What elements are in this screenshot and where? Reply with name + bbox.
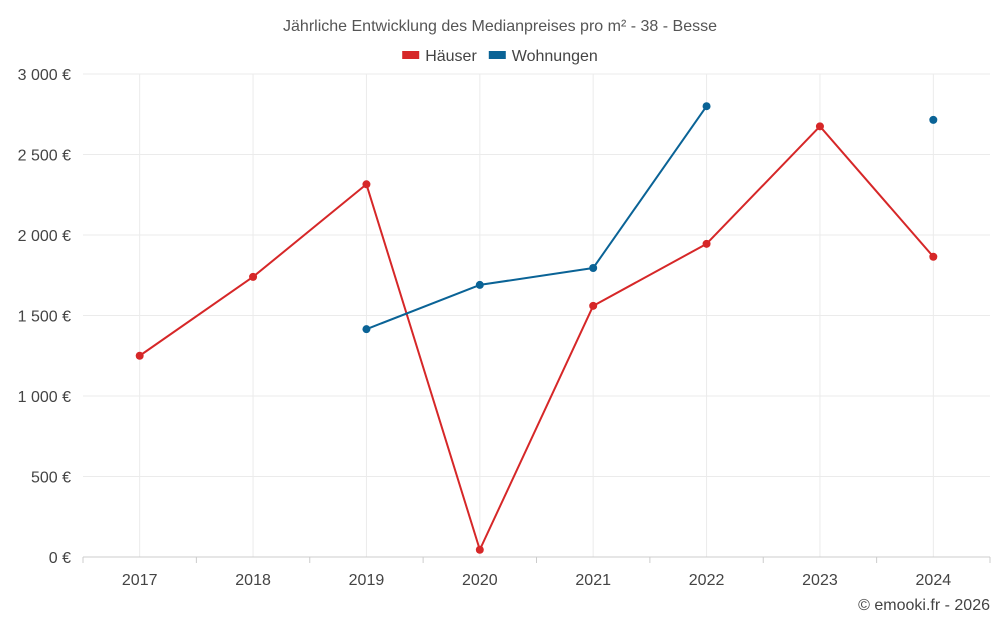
data-point[interactable] <box>929 252 938 261</box>
x-tick-label: 2017 <box>122 572 158 589</box>
data-point[interactable] <box>249 272 258 281</box>
x-tick-label: 2021 <box>575 572 611 589</box>
y-tick-label: 3 000 € <box>18 67 71 84</box>
x-tick-label: 2018 <box>235 572 271 589</box>
data-point[interactable] <box>475 545 484 554</box>
x-axis: 2017 2018 2019 2020 2021 2022 2023 2024 <box>82 556 991 589</box>
y-tick-label: 500 € <box>31 470 71 487</box>
x-tick-label: 2023 <box>802 572 838 589</box>
data-point[interactable] <box>362 325 371 334</box>
legend-swatch[interactable] <box>402 51 420 59</box>
y-tick-label: 2 000 € <box>18 228 71 245</box>
y-tick-label: 1 000 € <box>18 389 71 406</box>
legend-label: Häuser <box>425 48 477 65</box>
series-layer <box>135 102 938 554</box>
legend-label: Wohnungen <box>512 48 598 65</box>
y-tick-label: 2 500 € <box>18 148 71 165</box>
data-point[interactable] <box>135 351 144 360</box>
x-tick-label: 2020 <box>462 572 498 589</box>
y-tick-label: 0 € <box>49 550 71 567</box>
data-point[interactable] <box>702 239 711 248</box>
data-point[interactable] <box>475 280 484 289</box>
data-point[interactable] <box>929 115 938 124</box>
series-line <box>366 105 708 331</box>
data-point[interactable] <box>702 102 711 111</box>
legend-swatch[interactable] <box>488 51 506 59</box>
series-line <box>139 125 935 551</box>
data-point[interactable] <box>362 180 371 189</box>
data-point[interactable] <box>589 264 598 273</box>
chart-credit: © emooki.fr - 2026 <box>858 597 990 614</box>
x-tick-label: 2024 <box>916 572 952 589</box>
x-tick-label: 2019 <box>349 572 385 589</box>
chart-grid <box>83 73 990 557</box>
chart-legend: Häuser Wohnungen <box>402 48 598 65</box>
y-tick-label: 1 500 € <box>18 309 71 326</box>
chart-title: Jährliche Entwicklung des Medianpreises … <box>283 18 717 35</box>
x-tick-label: 2022 <box>689 572 725 589</box>
data-point[interactable] <box>589 301 598 310</box>
series-wohnungen <box>362 102 938 334</box>
y-axis: 0 € 500 € 1 000 € 1 500 € 2 000 € 2 500 € 3 00… <box>18 67 71 567</box>
series-häuser <box>135 122 938 554</box>
data-point[interactable] <box>815 122 824 131</box>
